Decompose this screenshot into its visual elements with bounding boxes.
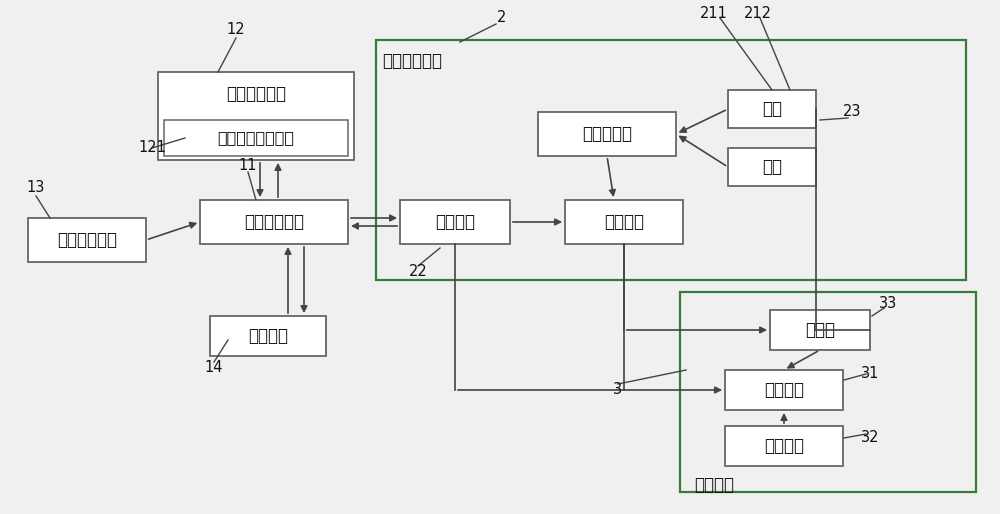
Text: 继电器: 继电器	[805, 321, 835, 339]
Text: 212: 212	[744, 7, 772, 22]
Bar	[728, 90, 816, 128]
Bar	[200, 200, 348, 244]
Text: 天气获取模块: 天气获取模块	[57, 231, 117, 249]
Bar	[376, 40, 966, 280]
Text: 32: 32	[861, 431, 879, 446]
Bar	[28, 218, 146, 262]
Text: 3: 3	[613, 382, 623, 397]
Text: 13: 13	[27, 180, 45, 195]
Text: 漏电监测模块: 漏电监测模块	[382, 52, 442, 70]
Bar	[210, 316, 326, 356]
Bar	[770, 310, 870, 350]
Text: 22: 22	[409, 265, 427, 280]
Text: 自检模块: 自检模块	[694, 476, 734, 494]
Text: 211: 211	[700, 7, 728, 22]
Bar	[538, 112, 676, 156]
Text: 供电模块: 供电模块	[764, 381, 804, 399]
Bar	[680, 292, 976, 492]
Text: 电子地图: 电子地图	[248, 327, 288, 345]
Bar	[728, 148, 816, 186]
Text: 数据处理模块: 数据处理模块	[244, 213, 304, 231]
Text: 电压比较器: 电压比较器	[582, 125, 632, 143]
Text: 11: 11	[239, 158, 257, 174]
Text: 通信模块: 通信模块	[435, 213, 475, 231]
Bar	[725, 426, 843, 466]
Bar	[158, 72, 354, 160]
Bar	[400, 200, 510, 244]
Text: 自检执行频率数据: 自检执行频率数据	[218, 131, 294, 145]
Text: 33: 33	[879, 297, 897, 311]
Text: 23: 23	[843, 104, 861, 119]
Text: 2: 2	[497, 10, 507, 26]
Text: 主控芯片: 主控芯片	[604, 213, 644, 231]
Bar	[725, 370, 843, 410]
Text: 31: 31	[861, 366, 879, 381]
Text: 12: 12	[227, 23, 245, 38]
Text: 121: 121	[138, 140, 166, 156]
Bar	[164, 120, 348, 156]
Text: 数据存储模块: 数据存储模块	[226, 85, 286, 103]
Text: 14: 14	[205, 360, 223, 376]
Text: 探针: 探针	[762, 158, 782, 176]
Bar	[565, 200, 683, 244]
Text: 探针: 探针	[762, 100, 782, 118]
Text: 发电模块: 发电模块	[764, 437, 804, 455]
